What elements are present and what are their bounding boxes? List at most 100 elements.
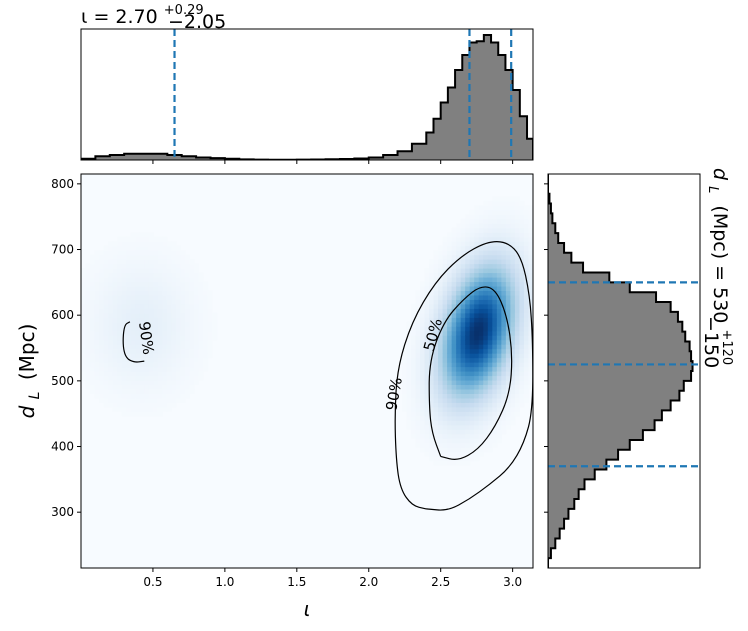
heatmap-cell xyxy=(451,272,457,278)
heatmap-cell xyxy=(162,339,168,345)
heatmap-cell xyxy=(171,299,177,305)
joint-panel: 50%90%90% 0.5 1.0 1.5 2.0 2.5 3.0 30040050060… xyxy=(51,173,534,589)
heatmap-cell xyxy=(505,196,511,202)
heatmap-cell xyxy=(510,205,516,211)
heatmap-cell xyxy=(501,227,507,233)
heatmap-cell xyxy=(99,285,105,292)
heatmap-cell xyxy=(514,232,521,238)
heatmap-cell xyxy=(496,344,502,350)
heatmap-cell xyxy=(94,294,100,300)
heatmap-cell xyxy=(139,268,145,274)
heatmap-cell xyxy=(126,375,132,381)
heatmap-cell xyxy=(153,335,159,341)
heatmap-cell xyxy=(483,353,489,359)
heatmap-cell xyxy=(153,402,159,408)
heatmap-cell xyxy=(117,303,123,309)
heatmap-cell xyxy=(451,245,457,251)
heatmap-cell xyxy=(483,259,489,265)
heatmap-cell xyxy=(126,371,132,377)
heatmap-cell xyxy=(492,339,498,345)
heatmap-cell xyxy=(429,259,435,265)
heatmap-cell xyxy=(415,411,421,417)
heatmap-cell xyxy=(130,397,136,403)
heatmap-cell xyxy=(474,366,480,372)
heatmap-cell xyxy=(456,344,462,350)
heatmap-cell xyxy=(528,366,533,372)
heatmap-cell xyxy=(401,353,408,359)
heatmap-cell xyxy=(505,357,511,363)
heatmap-cell xyxy=(203,299,209,305)
heatmap-cell xyxy=(194,268,200,274)
heatmap-cell xyxy=(483,348,489,354)
heatmap-cell xyxy=(157,276,163,283)
heatmap-cell xyxy=(451,357,457,363)
heatmap-cell xyxy=(505,397,511,403)
heatmap-cell xyxy=(523,254,530,260)
distance-hist-bar xyxy=(548,499,575,510)
heatmap-cell xyxy=(126,317,132,323)
iota-hist-bar xyxy=(124,153,139,160)
heatmap-cell xyxy=(478,232,484,238)
heatmap-cell xyxy=(438,245,444,251)
heatmap-cell xyxy=(153,393,159,399)
heatmap-cell xyxy=(514,388,521,394)
heatmap-cell xyxy=(126,294,132,300)
heatmap-cell xyxy=(496,276,502,283)
heatmap-cell xyxy=(401,371,408,377)
heatmap-cell xyxy=(438,460,444,466)
heatmap-cell xyxy=(487,209,493,215)
heatmap-cell xyxy=(456,433,462,439)
heatmap-cell xyxy=(189,330,195,336)
heatmap-cell xyxy=(139,375,145,381)
heatmap-cell xyxy=(510,303,516,309)
heatmap-cell xyxy=(519,241,525,247)
heatmap-cell xyxy=(203,312,209,318)
heatmap-cell xyxy=(162,290,168,296)
heatmap-cell xyxy=(410,308,417,314)
y-tick-label: 600 xyxy=(51,308,74,322)
heatmap-cell xyxy=(94,317,100,323)
heatmap-cell xyxy=(447,411,453,417)
heatmap-cell xyxy=(492,438,498,444)
heatmap-cell xyxy=(492,366,498,372)
heatmap-cell xyxy=(117,321,123,327)
heatmap-cell xyxy=(94,254,100,260)
heatmap-cell xyxy=(492,290,498,296)
heatmap-cell xyxy=(465,285,471,292)
heatmap-cell xyxy=(189,339,195,345)
heatmap-cell xyxy=(496,285,502,292)
heatmap-cell xyxy=(184,259,191,265)
heatmap-cell xyxy=(478,272,484,278)
heatmap-cell xyxy=(465,317,471,323)
heatmap-cell xyxy=(117,268,123,274)
heatmap-cell xyxy=(406,397,412,403)
heatmap-cell xyxy=(194,366,200,372)
heatmap-cell xyxy=(180,353,186,359)
heatmap-cell xyxy=(135,335,141,341)
heatmap-cell xyxy=(108,317,114,323)
heatmap-cell xyxy=(510,241,516,247)
heatmap-cell xyxy=(465,276,471,283)
heatmap-cell xyxy=(456,375,462,381)
heatmap-cell xyxy=(478,335,484,341)
heatmap-cell xyxy=(528,357,533,363)
heatmap-cell xyxy=(474,276,480,283)
heatmap-cell xyxy=(153,384,159,390)
heatmap-cell xyxy=(451,259,457,265)
heatmap-cell xyxy=(478,375,484,381)
heatmap-cell xyxy=(447,285,453,292)
heatmap-cell xyxy=(121,393,127,399)
heatmap-cell xyxy=(433,393,439,399)
heatmap-cell xyxy=(505,209,511,215)
heatmap-cell xyxy=(424,308,430,314)
heatmap-cell xyxy=(523,353,530,359)
heatmap-cell xyxy=(144,406,150,412)
heatmap-cell xyxy=(157,236,163,242)
heatmap-cell xyxy=(465,420,471,426)
heatmap-cell xyxy=(519,245,525,251)
heatmap-cell xyxy=(456,250,462,256)
heatmap-cell xyxy=(139,321,145,327)
heatmap-cell xyxy=(81,357,87,363)
heatmap-cell xyxy=(166,254,172,260)
heatmap-cell xyxy=(184,312,191,318)
